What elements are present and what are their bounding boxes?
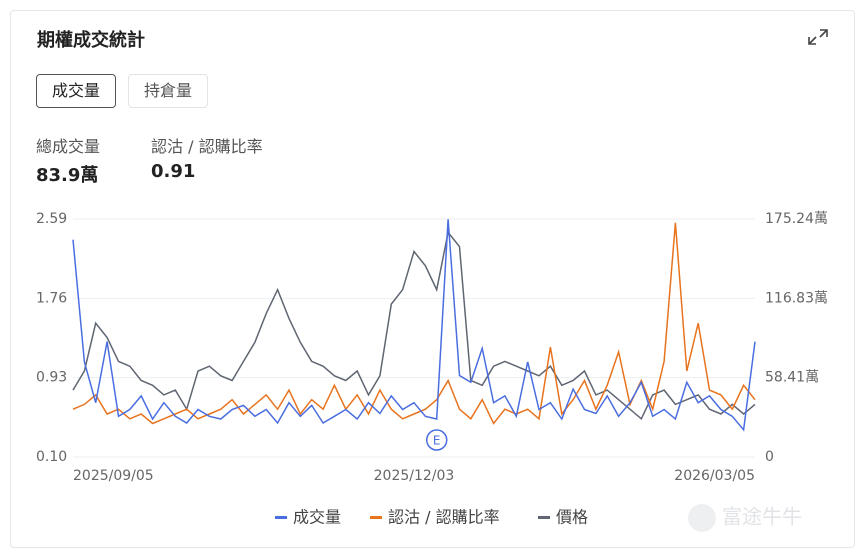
tab[interactable]: 成交量 [36,74,116,108]
series-line [72,230,756,421]
y-tick-label: 0.93 [36,370,67,386]
event-marker [425,429,448,451]
x-tick-label: 2026/03/05 [674,468,755,484]
watermark: 富途牛牛 [688,504,802,532]
y2-tick-label: 116.83萬 [765,290,828,306]
legend-label: 認沽 / 認購比率 [388,508,500,527]
card: 期權成交統計 成交量 持倉量 總成交量 83.9萬 認沽 / 認購比率 0.91 [10,10,855,548]
watermark-text: 富途牛牛 [722,505,802,529]
x-tick-label: 2025/12/03 [374,468,455,484]
legend-swatch [275,516,287,519]
stat-label: 總成交量 [36,137,101,156]
expand-icon[interactable] [808,29,828,45]
tab[interactable]: 持倉量 [128,74,208,108]
event-marker-label: E [433,434,441,448]
stat-label: 認沽 / 認購比率 [151,137,263,156]
x-tick-label: 2025/09/05 [73,468,154,484]
series-line [72,219,756,432]
y-tick-label: 0.10 [36,449,67,465]
stat-value: 83.9萬 [36,165,99,186]
legend-label: 成交量 [293,508,341,527]
y2-tick-label: 175.24萬 [765,211,828,227]
stat-value: 0.91 [151,161,196,182]
y2-tick-label: 58.41萬 [765,370,819,386]
legend-label: 價格 [556,508,588,527]
legend-swatch [370,516,382,519]
series-line [72,222,756,425]
y-tick-label: 1.76 [36,290,67,306]
legend-swatch [538,516,550,519]
y2-tick-label: 0 [765,449,774,465]
card-title: 期權成交統計 [37,30,145,51]
y-tick-label: 2.59 [36,211,67,227]
